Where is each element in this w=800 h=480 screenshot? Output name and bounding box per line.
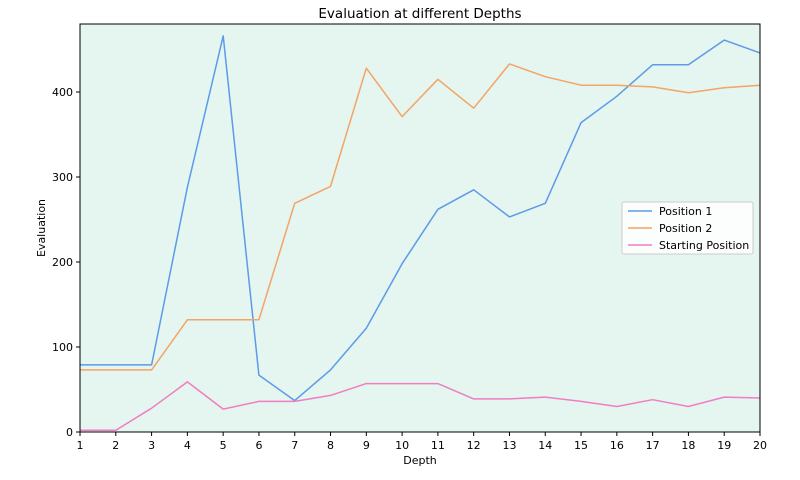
x-axis: 1 2 3 4 5 6 7 8 9 10 11 12 13 14 15 16 17 18 19 20 (77, 432, 767, 452)
x-tick-label: 5 (220, 439, 227, 452)
x-tick-label: 17 (646, 439, 660, 452)
series-line-3 (80, 381, 761, 432)
x-tick-label: 18 (681, 439, 695, 452)
y-axis: 0 100 200 300 400 (52, 86, 80, 439)
x-tick-label: 14 (538, 439, 552, 452)
x-tick-label: 19 (717, 439, 731, 452)
legend-label-3: Starting Position (659, 239, 749, 252)
y-tick-label: 200 (52, 256, 73, 269)
x-tick-label: 11 (431, 439, 445, 452)
x-tick-label: 3 (148, 439, 155, 452)
legend-label-1: Position 1 (659, 205, 712, 218)
y-axis-label: Evaluation (35, 199, 48, 257)
series-layer (80, 35, 761, 432)
y-tick-label: 0 (66, 426, 73, 439)
y-tick-label: 300 (52, 171, 73, 184)
series-line-2 (80, 63, 761, 371)
x-tick-label: 16 (610, 439, 624, 452)
x-tick-label: 13 (502, 439, 516, 452)
x-tick-label: 12 (467, 439, 481, 452)
y-tick-label: 400 (52, 86, 73, 99)
legend-label-2: Position 2 (659, 222, 712, 235)
x-axis-label: Depth (403, 454, 437, 467)
legend-box (621, 201, 754, 255)
legend: Position 1 Position 2 Starting Position (621, 201, 754, 255)
plot-frame (79, 23, 761, 433)
x-tick-label: 4 (184, 439, 191, 452)
y-tick-label: 100 (52, 341, 73, 354)
x-tick-label: 6 (255, 439, 262, 452)
series-line-1 (80, 35, 761, 402)
x-tick-label: 20 (753, 439, 767, 452)
x-tick-label: 7 (291, 439, 298, 452)
x-tick-label: 15 (574, 439, 588, 452)
x-tick-label: 10 (395, 439, 409, 452)
x-tick-label: 1 (77, 439, 84, 452)
x-tick-label: 8 (327, 439, 334, 452)
x-tick-label: 9 (363, 439, 370, 452)
x-tick-label: 2 (112, 439, 119, 452)
chart-title: Evaluation at different Depths (318, 6, 521, 22)
